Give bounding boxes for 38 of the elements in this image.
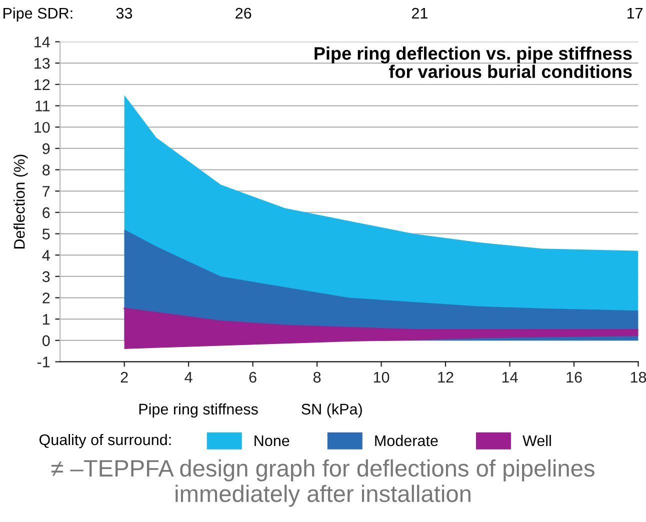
x-tick-label: 12 — [438, 372, 454, 383]
y-tick-label: 7 — [42, 186, 50, 197]
y-tick-label: 10 — [34, 122, 50, 133]
x-tick-label: 18 — [630, 372, 646, 383]
y-tick-label: 1 — [43, 314, 50, 325]
text: 26 — [236, 8, 252, 19]
y-tick-label: 4 — [42, 250, 50, 261]
legend-label: None — [254, 435, 290, 446]
x-tick-label: 10 — [374, 372, 390, 383]
y-tick-label: 13 — [34, 58, 50, 69]
x-tick-label: 2 — [120, 372, 128, 383]
y-tick-label: 0 — [42, 335, 50, 346]
y-axis-title: Deflection (%) — [14, 154, 28, 248]
x-axis-title: Pipe ring stiffness SN (kPa) — [139, 403, 362, 418]
text: 33 — [116, 8, 132, 19]
x-tick-label: 14 — [502, 372, 518, 383]
x-tick-label: 6 — [249, 372, 256, 383]
text: Pipe SDR: — [4, 7, 72, 22]
legend-label: Moderate — [375, 434, 438, 446]
x-tick-label: 16 — [566, 372, 582, 383]
y-tick-label: 5 — [42, 228, 50, 240]
y-tick-label: -1 — [37, 356, 50, 368]
legend-label: Well — [522, 434, 551, 446]
text: 21 — [412, 8, 428, 19]
y-tick-label: 2 — [42, 292, 50, 304]
y-tick-label: 11 — [36, 100, 50, 112]
y-tick-label: 6 — [42, 207, 50, 218]
text: Pipe ring deflection vs. pipe stiffness for various burial conditions — [314, 46, 632, 78]
y-tick-label: 9 — [42, 143, 50, 154]
y-tick-label: 8 — [42, 164, 50, 176]
text: ≠ –TEPPFA design graph for deflections of pipelines immediately after installation — [51, 459, 594, 507]
y-tick-label: 3 — [42, 271, 50, 282]
x-tick-label: 4 — [184, 372, 192, 383]
y-tick-label: 12 — [34, 79, 50, 90]
y-tick-label: 14 — [34, 36, 50, 48]
x-tick-label: 8 — [313, 372, 321, 383]
legend-title: Quality of surround: — [39, 434, 171, 448]
text: 17 — [627, 8, 643, 19]
